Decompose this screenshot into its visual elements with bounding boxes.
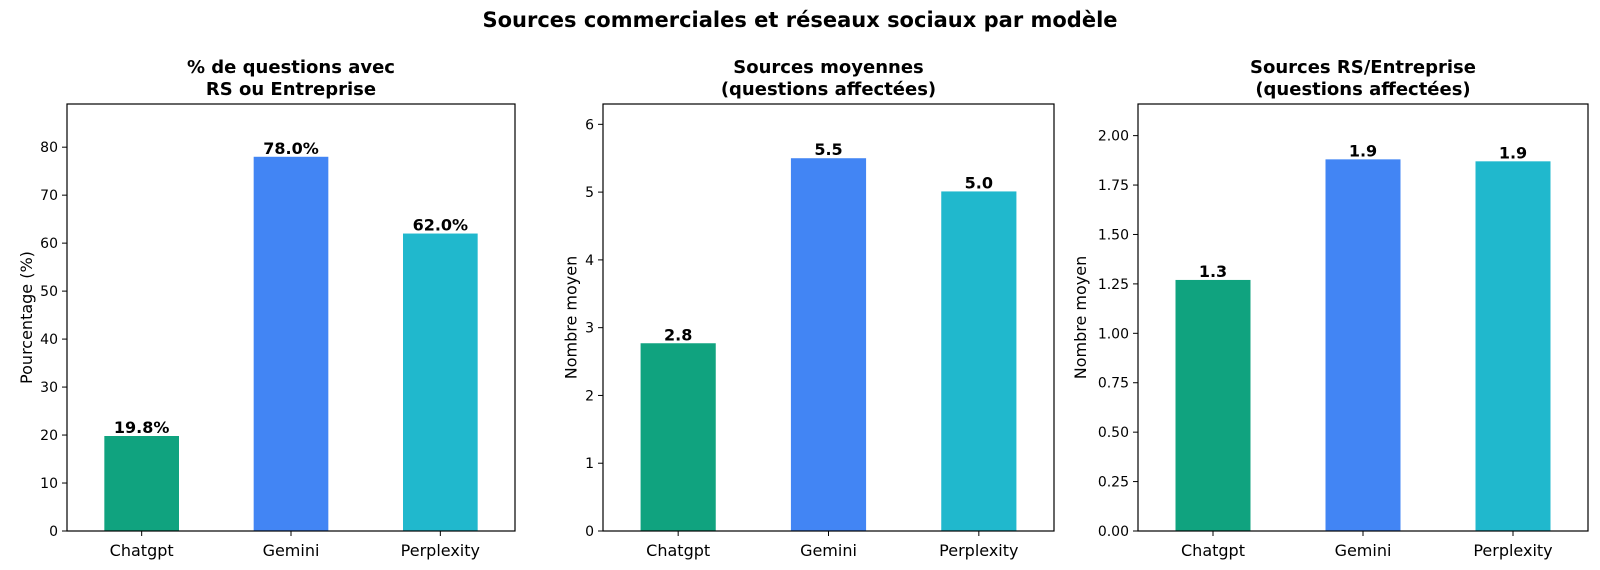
y-tick-label: 0 <box>585 524 594 540</box>
data-label: 19.8% <box>114 418 170 437</box>
panel-title: % de questions avec <box>187 57 395 78</box>
y-tick-label: 80 <box>40 140 58 156</box>
y-tick-label: 1.25 <box>1098 277 1129 293</box>
panel-title: (questions affectées) <box>721 79 936 100</box>
data-label: 5.5 <box>814 140 842 159</box>
x-tick-label: Perplexity <box>1473 541 1552 560</box>
x-tick-label: Gemini <box>1335 541 1392 560</box>
y-tick-label: 0 <box>49 524 58 540</box>
y-axis-label: Nombre moyen <box>562 256 581 379</box>
plot-frame <box>1137 103 1589 532</box>
data-label: 78.0% <box>263 139 319 158</box>
y-tick-label: 0.25 <box>1098 475 1129 491</box>
x-tick-label: Chatgpt <box>110 541 174 560</box>
plot-frame <box>66 103 516 532</box>
bar-perplexity <box>403 233 478 532</box>
y-tick-label: 0.00 <box>1098 524 1129 540</box>
y-axis-label: Nombre moyen <box>1071 256 1090 379</box>
data-label: 1.3 <box>1199 262 1227 281</box>
y-tick-label: 6 <box>585 117 594 133</box>
bar-chatgpt <box>1175 279 1251 531</box>
panel-title: RS ou Entreprise <box>206 79 376 100</box>
figure-title: Sources commerciales et réseaux sociaux … <box>482 8 1118 32</box>
y-tick-label: 1.00 <box>1098 326 1129 342</box>
panel-title: Sources moyennes <box>733 57 924 78</box>
y-tick-label: 2.00 <box>1098 129 1129 145</box>
y-tick-label: 0.50 <box>1098 425 1129 441</box>
x-tick-label: Perplexity <box>939 541 1018 560</box>
x-tick-label: Perplexity <box>401 541 480 560</box>
x-tick-label: Chatgpt <box>646 541 710 560</box>
panel-title: Sources RS/Entreprise <box>1250 57 1476 78</box>
bar-perplexity <box>941 191 1017 531</box>
bar-gemini <box>253 156 329 532</box>
y-tick-label: 60 <box>40 236 58 252</box>
y-tick-label: 5 <box>585 185 594 201</box>
bar-gemini <box>1325 159 1401 531</box>
data-label: 5.0 <box>965 173 993 192</box>
y-tick-label: 0.75 <box>1098 376 1129 392</box>
y-tick-label: 3 <box>585 321 594 337</box>
x-tick-label: Gemini <box>800 541 857 560</box>
plot-frame <box>602 103 1055 532</box>
panel-title: (questions affectées) <box>1255 79 1470 100</box>
y-tick-label: 70 <box>40 188 58 204</box>
y-tick-label: 20 <box>40 428 58 444</box>
x-tick-label: Gemini <box>263 541 320 560</box>
y-tick-label: 1 <box>585 456 594 472</box>
y-tick-label: 30 <box>40 380 58 396</box>
bar-chatgpt <box>104 436 179 531</box>
data-label: 2.8 <box>664 325 692 344</box>
y-axis-label: Pourcentage (%) <box>17 251 36 384</box>
bar-perplexity <box>1475 161 1551 531</box>
x-tick-label: Chatgpt <box>1181 541 1245 560</box>
data-label: 62.0% <box>413 216 469 235</box>
bar-gemini <box>790 158 867 531</box>
bar-chatgpt <box>640 343 716 531</box>
data-label: 1.9 <box>1499 143 1527 162</box>
y-tick-label: 50 <box>40 284 58 300</box>
y-tick-label: 2 <box>585 388 594 404</box>
y-tick-label: 1.75 <box>1098 178 1129 194</box>
data-label: 1.9 <box>1349 141 1377 160</box>
y-tick-label: 40 <box>40 332 58 348</box>
y-tick-label: 1.50 <box>1098 227 1129 243</box>
y-tick-label: 10 <box>40 476 58 492</box>
y-tick-label: 4 <box>585 253 594 269</box>
